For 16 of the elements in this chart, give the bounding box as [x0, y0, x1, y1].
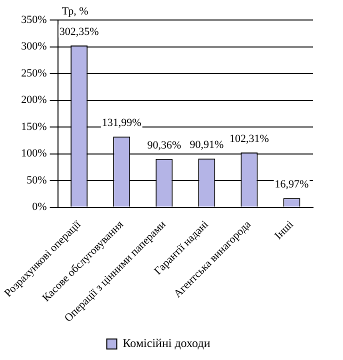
y-tick-label: 350%	[21, 14, 47, 26]
y-tick-label: 150%	[21, 120, 47, 133]
data-label: 131,99%	[102, 117, 142, 130]
data-label: 302,35%	[59, 26, 99, 38]
y-tick-label: 300%	[21, 40, 47, 53]
y-tick-label: 50%	[26, 174, 47, 186]
y-tick-label: 100%	[21, 148, 47, 160]
y-tick-label: 250%	[21, 67, 47, 80]
data-label: 102,31%	[230, 132, 269, 145]
data-label: 16,97%	[274, 178, 309, 191]
y-tick-label: 200%	[21, 94, 47, 106]
y-axis-title: Тр, %	[62, 5, 88, 18]
data-label: 90,91%	[190, 139, 224, 152]
legend-label: Комісійні доходи	[122, 336, 211, 350]
y-tick-label: 0%	[32, 201, 47, 214]
data-label: 90,36%	[147, 139, 182, 152]
